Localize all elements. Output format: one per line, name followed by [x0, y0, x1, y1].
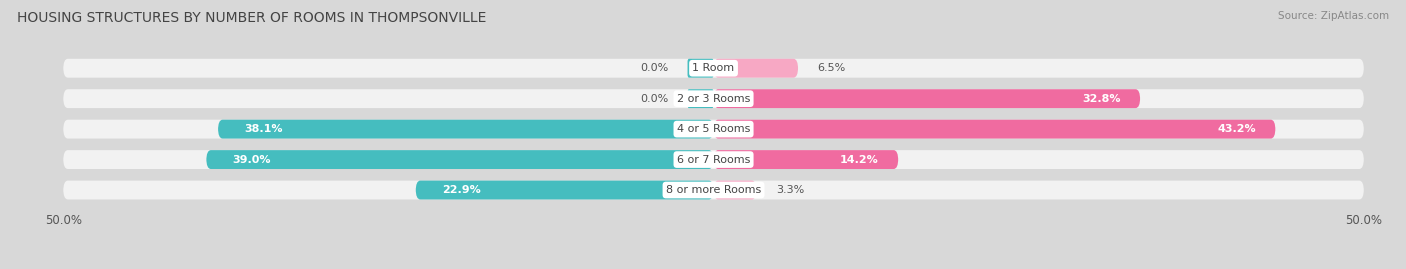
FancyBboxPatch shape: [713, 89, 1140, 108]
FancyBboxPatch shape: [688, 59, 713, 78]
Text: 6 or 7 Rooms: 6 or 7 Rooms: [676, 155, 751, 165]
FancyBboxPatch shape: [207, 150, 713, 169]
Text: 3.3%: 3.3%: [776, 185, 804, 195]
FancyBboxPatch shape: [688, 89, 713, 108]
FancyBboxPatch shape: [63, 150, 1364, 169]
FancyBboxPatch shape: [63, 59, 1364, 78]
Text: 1 Room: 1 Room: [693, 63, 734, 73]
Text: 22.9%: 22.9%: [441, 185, 481, 195]
FancyBboxPatch shape: [713, 150, 898, 169]
Text: 8 or more Rooms: 8 or more Rooms: [666, 185, 761, 195]
FancyBboxPatch shape: [63, 89, 1364, 108]
FancyBboxPatch shape: [416, 180, 713, 200]
Text: 4 or 5 Rooms: 4 or 5 Rooms: [676, 124, 751, 134]
Text: 14.2%: 14.2%: [839, 155, 879, 165]
Text: 0.0%: 0.0%: [640, 63, 668, 73]
FancyBboxPatch shape: [63, 180, 1364, 200]
FancyBboxPatch shape: [713, 59, 799, 78]
FancyBboxPatch shape: [713, 120, 1275, 139]
Text: 0.0%: 0.0%: [640, 94, 668, 104]
FancyBboxPatch shape: [218, 120, 713, 139]
Text: 38.1%: 38.1%: [245, 124, 283, 134]
Text: 43.2%: 43.2%: [1218, 124, 1256, 134]
Text: 2 or 3 Rooms: 2 or 3 Rooms: [676, 94, 751, 104]
FancyBboxPatch shape: [713, 180, 756, 200]
Text: Source: ZipAtlas.com: Source: ZipAtlas.com: [1278, 11, 1389, 21]
FancyBboxPatch shape: [63, 120, 1364, 139]
Text: 6.5%: 6.5%: [818, 63, 846, 73]
Text: 39.0%: 39.0%: [232, 155, 271, 165]
Text: 32.8%: 32.8%: [1083, 94, 1121, 104]
Text: HOUSING STRUCTURES BY NUMBER OF ROOMS IN THOMPSONVILLE: HOUSING STRUCTURES BY NUMBER OF ROOMS IN…: [17, 11, 486, 25]
